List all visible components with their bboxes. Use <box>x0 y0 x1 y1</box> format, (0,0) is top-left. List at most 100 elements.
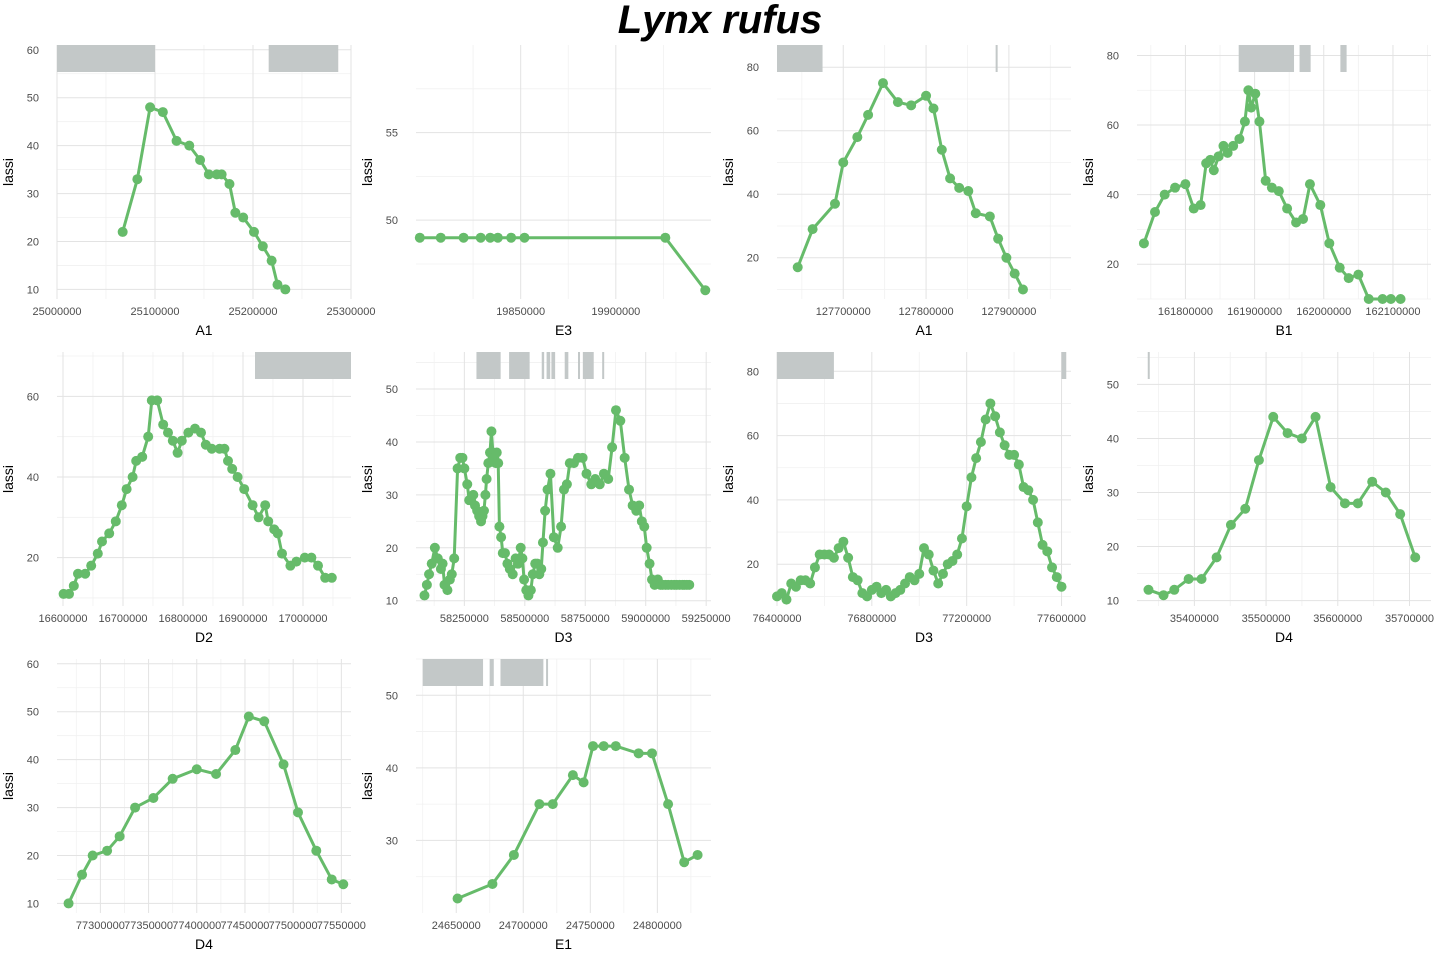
y-tick-label: 20 <box>747 559 759 571</box>
y-tick-label: 20 <box>27 553 39 565</box>
data-point <box>223 455 233 466</box>
x-tick-label: 25100000 <box>131 306 180 318</box>
x-axis-title: D4 <box>195 936 213 952</box>
y-axis-title: lassi <box>0 772 16 800</box>
x-tick-label: 162100000 <box>1365 306 1420 318</box>
y-tick-label: 30 <box>386 490 398 502</box>
y-tick-label: 30 <box>386 835 398 847</box>
y-tick-label: 40 <box>27 141 39 153</box>
x-tick-label: 58750000 <box>561 613 610 625</box>
data-point <box>1380 487 1391 498</box>
data-point <box>588 741 598 752</box>
data-point <box>230 745 241 756</box>
x-axis-title: B1 <box>1275 322 1292 338</box>
region-block <box>546 352 551 379</box>
y-tick-label: 40 <box>1107 433 1119 445</box>
y-tick-label: 80 <box>747 366 759 378</box>
data-point <box>610 741 621 752</box>
data-point <box>116 500 127 511</box>
y-tick-label: 20 <box>27 236 39 248</box>
data-point <box>1298 213 1309 224</box>
data-point <box>499 548 510 559</box>
data-point <box>313 560 323 571</box>
data-point <box>272 528 283 539</box>
data-point <box>684 579 695 590</box>
data-point <box>64 588 74 599</box>
data-point <box>933 578 944 589</box>
y-axis-title: lassi <box>359 465 375 493</box>
data-point <box>1205 154 1216 165</box>
x-tick-label: 127700000 <box>816 306 871 318</box>
data-point <box>607 442 618 453</box>
y-axis-title: lassi <box>359 772 375 800</box>
region-block <box>578 352 581 379</box>
data-point <box>1268 411 1279 422</box>
data-point <box>928 565 939 576</box>
data-point <box>547 799 558 810</box>
data-point <box>829 198 840 209</box>
data-point <box>1017 284 1028 295</box>
x-axis-title: D3 <box>915 629 933 645</box>
x-tick-label: 35700000 <box>1385 613 1434 625</box>
region-block <box>57 45 155 72</box>
data-point <box>700 285 711 296</box>
data-point <box>863 109 874 120</box>
data-point <box>292 807 303 818</box>
data-point <box>492 232 503 243</box>
data-point <box>1273 186 1284 197</box>
panel-5: 16600000 16700000 16800000 16900000 17000000… <box>0 352 351 645</box>
x-tick-label: 16700000 <box>99 613 148 625</box>
data-point <box>326 874 337 885</box>
data-point <box>203 169 214 180</box>
data-point <box>892 97 903 108</box>
y-tick-label: 60 <box>27 659 39 671</box>
data-point <box>552 542 563 553</box>
y-tick-label: 30 <box>1107 488 1119 500</box>
data-point <box>1208 165 1219 176</box>
y-tick-label: 40 <box>1107 190 1119 202</box>
data-point <box>260 500 271 511</box>
data-point <box>496 532 507 543</box>
data-point <box>1169 584 1180 595</box>
data-point <box>158 419 169 430</box>
data-point <box>984 211 995 222</box>
data-point <box>828 552 839 563</box>
data-point <box>92 548 103 559</box>
data-point <box>660 232 671 243</box>
x-axis-title: D4 <box>1275 629 1293 645</box>
y-tick-label: 40 <box>747 495 759 507</box>
data-point <box>1310 411 1321 422</box>
data-point <box>561 479 572 490</box>
data-point <box>272 279 283 290</box>
x-axis-title: A1 <box>195 322 212 338</box>
data-point <box>435 232 446 243</box>
region-block <box>777 352 834 379</box>
data-point <box>206 443 217 454</box>
region-block <box>1061 352 1067 379</box>
data-point <box>227 463 238 474</box>
data-point <box>809 562 820 573</box>
x-tick-label: 24800000 <box>633 920 682 932</box>
data-point <box>266 255 277 266</box>
x-tick-label: 35600000 <box>1313 613 1362 625</box>
data-point <box>1296 433 1307 444</box>
y-tick-label: 60 <box>27 391 39 403</box>
y-tick-label: 60 <box>747 126 759 138</box>
data-point <box>291 556 302 567</box>
data-point <box>807 224 818 235</box>
data-point <box>639 521 650 532</box>
data-point <box>545 468 556 479</box>
x-tick-label: 127900000 <box>981 306 1036 318</box>
data-point <box>1013 459 1024 470</box>
data-point <box>914 568 925 579</box>
data-point <box>644 558 655 569</box>
data-point <box>945 173 956 184</box>
x-tick-label: 17000000 <box>279 613 328 625</box>
region-block <box>500 659 544 686</box>
data-point <box>152 395 163 406</box>
data-point <box>1325 482 1336 493</box>
region-block <box>777 45 823 72</box>
data-point <box>102 845 113 856</box>
series-line <box>456 744 700 900</box>
data-point <box>97 536 107 547</box>
